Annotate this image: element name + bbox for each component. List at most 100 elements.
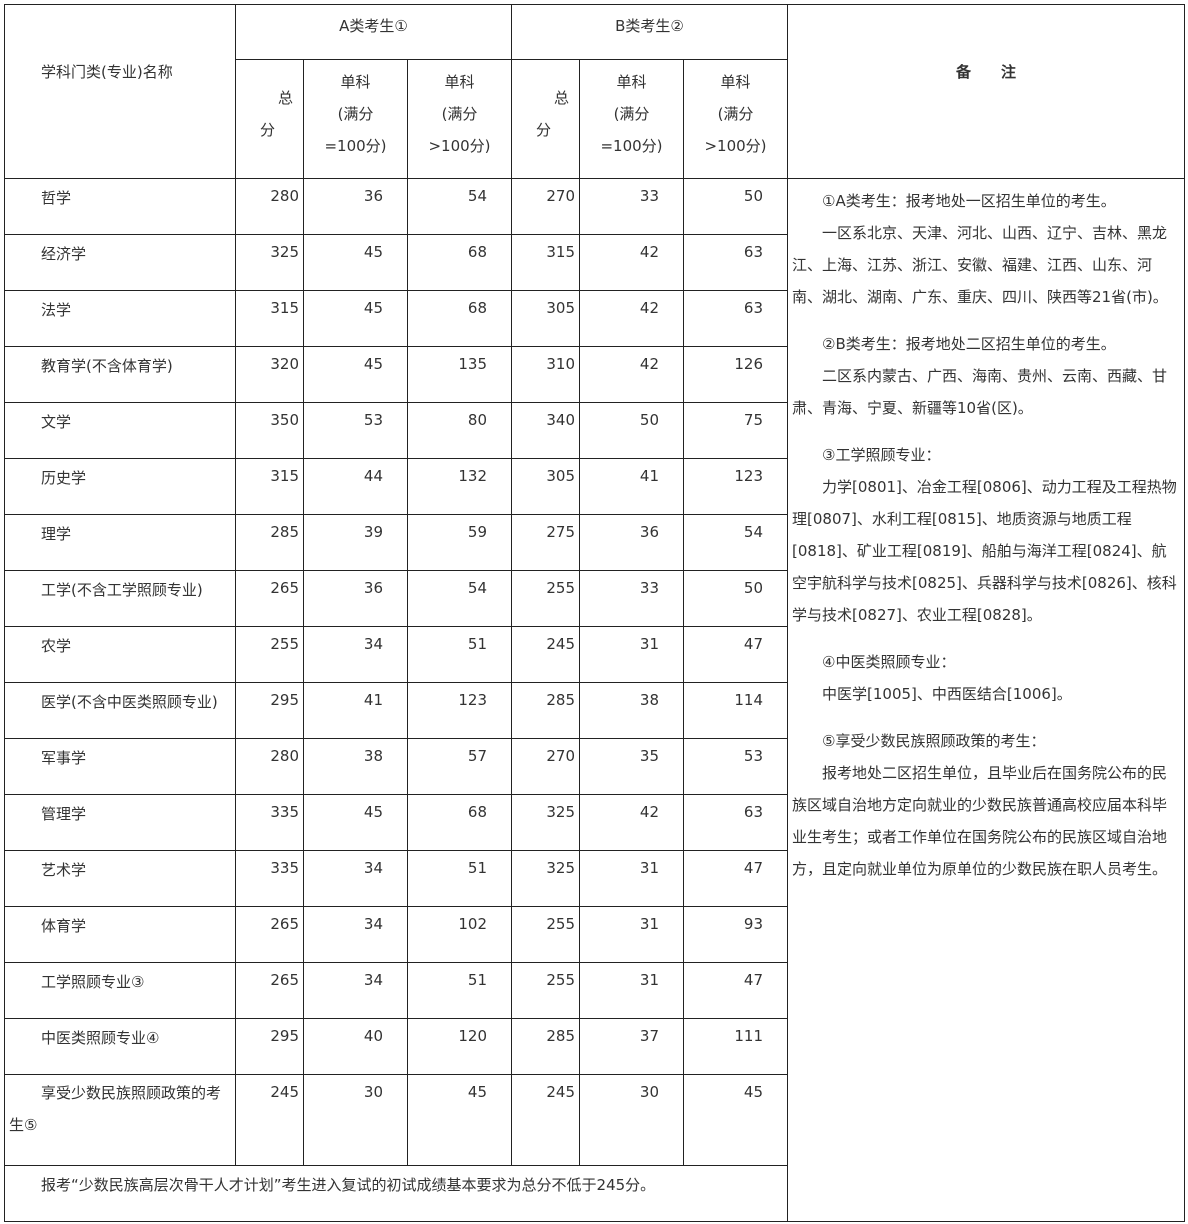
a-single-eq100: 34: [303, 962, 408, 1019]
b-single-eq100: 42: [579, 794, 685, 851]
a-total: 335: [235, 850, 304, 907]
table-row: 历史学 315 44 132 305 41 123: [4, 458, 1185, 515]
a-total: 335: [235, 794, 304, 851]
note-paragraph: 力学[0801]、冶金工程[0806]、动力工程及工程热物理[0807]、水利工…: [792, 478, 1177, 624]
b-total: 270: [511, 738, 581, 795]
a-total: 315: [235, 290, 304, 347]
a-single-gt100: 68: [406, 234, 513, 291]
a-single-gt100: 57: [406, 738, 513, 795]
b-single-gt100: 63: [683, 794, 789, 851]
table-row: 医学(不含中医类照顾专业) 295 41 123 285 38 114: [4, 682, 1185, 739]
a-single-gt100: 132: [406, 458, 513, 515]
b-single-gt100: 54: [683, 514, 789, 571]
header-a-single-eq100: 单科 (满分 =100分): [303, 59, 408, 179]
b-single-gt100: 47: [683, 850, 789, 907]
table-row: 军事学 280 38 57 270 35 53: [4, 738, 1185, 795]
footer-note: 报考“少数民族高层次骨干人才计划”考生进入复试的初试成绩基本要求为总分不低于24…: [3, 1165, 789, 1222]
table-row: 法学 315 45 68 305 42 63: [4, 290, 1185, 347]
header-remarks: 备 注: [787, 4, 1186, 179]
table-row: 艺术学 335 34 51 325 31 47: [4, 850, 1185, 907]
a-single-gt100: 102: [406, 906, 513, 963]
a-single-gt100: 54: [406, 570, 513, 627]
a-total: 245: [235, 1074, 304, 1166]
b-total: 340: [511, 402, 581, 459]
subject-name: 医学(不含中医类照顾专业): [4, 682, 236, 739]
a-single-eq100: 45: [303, 794, 408, 851]
b-single-eq100: 36: [579, 514, 685, 571]
b-total: 310: [511, 346, 581, 403]
b-single-eq100: 35: [579, 738, 685, 795]
b-single-eq100: 31: [579, 962, 685, 1019]
header-b-total: 总分: [511, 59, 581, 179]
a-single-eq100: 34: [303, 906, 408, 963]
header-b-single-eq100: 单科 (满分 =100分): [579, 59, 685, 179]
b-single-eq100: 31: [579, 906, 685, 963]
a-single-gt100: 68: [406, 794, 513, 851]
b-total: 285: [511, 682, 581, 739]
a-total: 265: [235, 570, 304, 627]
a-total: 265: [235, 906, 304, 963]
a-total: 280: [235, 738, 304, 795]
header-group-a: A类考生①: [234, 4, 513, 60]
b-single-gt100: 47: [683, 626, 789, 683]
a-single-gt100: 51: [406, 850, 513, 907]
table-row: 教育学(不含体育学) 320 45 135 310 42 126: [4, 346, 1185, 403]
b-single-gt100: 47: [683, 962, 789, 1019]
b-single-eq100: 42: [579, 290, 685, 347]
a-single-eq100: 39: [303, 514, 408, 571]
b-single-gt100: 114: [683, 682, 789, 739]
b-single-eq100: 30: [579, 1074, 685, 1166]
b-total: 275: [511, 514, 581, 571]
subject-name: 经济学: [4, 234, 236, 291]
a-total: 295: [235, 682, 304, 739]
a-single-gt100: 54: [406, 178, 513, 235]
b-total: 315: [511, 234, 581, 291]
a-single-eq100: 41: [303, 682, 408, 739]
subject-name: 管理学: [4, 794, 236, 851]
b-single-eq100: 31: [579, 850, 685, 907]
a-total: 255: [235, 626, 304, 683]
b-total: 245: [511, 1074, 581, 1166]
subject-name: 教育学(不含体育学): [4, 346, 236, 403]
a-single-eq100: 36: [303, 570, 408, 627]
note-paragraph: ④中医类照顾专业：: [822, 653, 956, 671]
subject-name: 哲学: [4, 178, 236, 235]
table-row: 享受少数民族照顾政策的考生⑤ 245 30 45 245 30 45: [4, 1074, 1185, 1166]
b-single-eq100: 37: [579, 1018, 685, 1075]
b-single-gt100: 126: [683, 346, 789, 403]
b-total: 255: [511, 906, 581, 963]
b-single-eq100: 33: [579, 178, 685, 235]
b-single-gt100: 45: [683, 1074, 789, 1166]
b-total: 270: [511, 178, 581, 235]
subject-name: 工学照顾专业③: [4, 962, 236, 1019]
a-single-eq100: 38: [303, 738, 408, 795]
b-single-gt100: 53: [683, 738, 789, 795]
b-single-gt100: 50: [683, 570, 789, 627]
b-single-gt100: 75: [683, 402, 789, 459]
subject-name: 艺术学: [4, 850, 236, 907]
remarks-notes: ①A类考生：报考地处一区招生单位的考生。 一区系北京、天津、河北、山西、辽宁、吉林…: [787, 178, 1186, 1222]
b-single-eq100: 50: [579, 402, 685, 459]
a-single-eq100: 44: [303, 458, 408, 515]
a-single-eq100: 36: [303, 178, 408, 235]
a-single-gt100: 68: [406, 290, 513, 347]
b-single-eq100: 41: [579, 458, 685, 515]
b-total: 325: [511, 794, 581, 851]
b-single-eq100: 42: [579, 346, 685, 403]
b-single-eq100: 33: [579, 570, 685, 627]
b-total: 255: [511, 570, 581, 627]
subject-name: 法学: [4, 290, 236, 347]
a-single-eq100: 53: [303, 402, 408, 459]
a-single-eq100: 34: [303, 626, 408, 683]
b-single-gt100: 63: [683, 290, 789, 347]
a-single-gt100: 80: [406, 402, 513, 459]
table-row: 经济学 325 45 68 315 42 63: [4, 234, 1185, 291]
a-total: 315: [235, 458, 304, 515]
note-paragraph: 二区系内蒙古、广西、海南、贵州、云南、西藏、甘肃、青海、宁夏、新疆等10省(区)…: [792, 367, 1168, 417]
a-single-eq100: 34: [303, 850, 408, 907]
note-paragraph: ③工学照顾专业：: [822, 446, 941, 464]
b-single-gt100: 93: [683, 906, 789, 963]
b-total: 325: [511, 850, 581, 907]
table-row: 工学(不含工学照顾专业) 265 36 54 255 33 50: [4, 570, 1185, 627]
b-single-eq100: 42: [579, 234, 685, 291]
